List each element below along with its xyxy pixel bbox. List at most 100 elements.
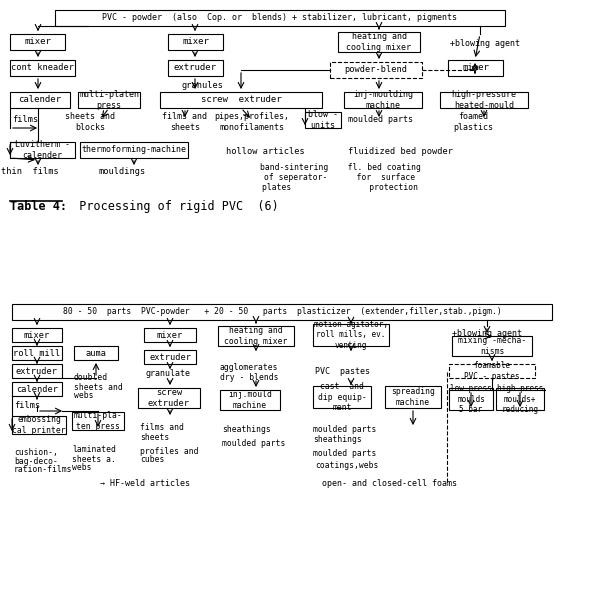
- FancyBboxPatch shape: [344, 92, 422, 108]
- Text: films: films: [14, 401, 40, 410]
- Text: hollow articles: hollow articles: [225, 148, 304, 156]
- Text: agglomerates: agglomerates: [220, 364, 278, 373]
- Text: cont kneader: cont kneader: [11, 63, 74, 72]
- Text: cubes: cubes: [140, 455, 164, 465]
- FancyBboxPatch shape: [12, 328, 62, 342]
- Text: screw  extruder: screw extruder: [201, 95, 282, 105]
- Text: powder-blend: powder-blend: [344, 66, 408, 75]
- Text: cast- and
dip equip-
ment: cast- and dip equip- ment: [318, 382, 367, 412]
- Text: extruder: extruder: [174, 63, 217, 72]
- Text: multi-platen
press: multi-platen press: [79, 91, 139, 109]
- Text: moulded parts: moulded parts: [222, 440, 285, 449]
- Text: films: films: [12, 116, 38, 125]
- FancyBboxPatch shape: [72, 412, 124, 430]
- FancyBboxPatch shape: [12, 346, 62, 360]
- Text: films and
sheets: films and sheets: [163, 112, 208, 132]
- Text: foamed
plastics: foamed plastics: [453, 112, 493, 132]
- Text: of seperator-      for  surface: of seperator- for surface: [264, 173, 416, 182]
- Text: blow -
units: blow - units: [308, 110, 338, 130]
- Text: sheets and: sheets and: [74, 382, 123, 392]
- FancyBboxPatch shape: [449, 388, 493, 410]
- Text: sheets a.: sheets a.: [72, 455, 116, 463]
- FancyBboxPatch shape: [440, 92, 528, 108]
- FancyBboxPatch shape: [220, 390, 280, 410]
- FancyBboxPatch shape: [12, 382, 62, 396]
- FancyBboxPatch shape: [448, 60, 503, 76]
- FancyBboxPatch shape: [313, 386, 371, 408]
- FancyBboxPatch shape: [452, 336, 532, 356]
- Text: sheathings: sheathings: [222, 426, 271, 435]
- Text: extruder: extruder: [149, 353, 191, 362]
- Text: mixer: mixer: [182, 38, 209, 46]
- FancyBboxPatch shape: [12, 304, 552, 320]
- Text: multi-pla-
ten press: multi-pla- ten press: [74, 411, 123, 430]
- Text: mouldings: mouldings: [99, 167, 145, 176]
- Text: ration-films: ration-films: [14, 466, 73, 474]
- Text: screw
extruder: screw extruder: [148, 389, 190, 408]
- Text: mixer: mixer: [24, 331, 50, 339]
- FancyBboxPatch shape: [78, 92, 140, 108]
- Text: +blowing agent: +blowing agent: [450, 40, 520, 49]
- Text: low press
moulds
5 bar: low press moulds 5 bar: [450, 384, 492, 414]
- FancyBboxPatch shape: [338, 32, 420, 52]
- FancyBboxPatch shape: [385, 386, 441, 408]
- Text: pipes,profiles,
monofilaments: pipes,profiles, monofilaments: [214, 112, 290, 132]
- Text: foamable
PVC - pastes: foamable PVC - pastes: [464, 361, 520, 381]
- FancyBboxPatch shape: [138, 388, 200, 408]
- Text: webs: webs: [74, 392, 94, 401]
- Text: films and: films and: [140, 424, 184, 432]
- FancyBboxPatch shape: [449, 364, 535, 378]
- FancyBboxPatch shape: [160, 92, 322, 108]
- Text: dry - blends: dry - blends: [220, 373, 278, 381]
- Text: +blowing agent: +blowing agent: [452, 330, 522, 339]
- Text: sheets and
blocks: sheets and blocks: [65, 112, 115, 132]
- Text: mixer: mixer: [157, 331, 183, 339]
- Text: calender: calender: [18, 95, 62, 105]
- FancyBboxPatch shape: [144, 328, 196, 342]
- Text: inj-moulding
machine: inj-moulding machine: [353, 91, 413, 109]
- Text: Luvitherm -
calender: Luvitherm - calender: [15, 140, 70, 160]
- FancyBboxPatch shape: [55, 10, 505, 26]
- Text: mixer: mixer: [462, 63, 489, 72]
- Text: open- and closed-cell foams: open- and closed-cell foams: [323, 480, 458, 488]
- Text: high-pressure
heated-mould: high-pressure heated-mould: [452, 91, 516, 109]
- Text: sheets: sheets: [140, 432, 169, 441]
- Text: plates                protection: plates protection: [262, 182, 418, 192]
- Text: thermoforming-machine: thermoforming-machine: [81, 145, 187, 154]
- Text: laminated: laminated: [72, 446, 116, 455]
- FancyBboxPatch shape: [10, 92, 70, 108]
- FancyBboxPatch shape: [313, 324, 389, 346]
- Text: webs: webs: [72, 463, 92, 472]
- Text: inj.mould
machine: inj.mould machine: [228, 390, 272, 410]
- Text: roll mill: roll mill: [14, 348, 60, 358]
- Text: bag-deco-: bag-deco-: [14, 457, 58, 466]
- Text: Processing of rigid PVC  (6): Processing of rigid PVC (6): [65, 200, 279, 213]
- Text: coatings,webs: coatings,webs: [315, 461, 378, 471]
- Text: band-sintering    fl. bed coating: band-sintering fl. bed coating: [259, 162, 421, 171]
- FancyBboxPatch shape: [10, 34, 65, 50]
- Text: fluidized bed powder: fluidized bed powder: [347, 148, 453, 156]
- Text: moulded parts: moulded parts: [313, 449, 376, 457]
- FancyBboxPatch shape: [12, 416, 66, 434]
- FancyBboxPatch shape: [168, 34, 223, 50]
- Text: sheathings: sheathings: [313, 435, 362, 443]
- Text: moulded parts: moulded parts: [313, 426, 376, 435]
- Text: 80 - 50  parts  PVC-powder   + 20 - 50   parts  plasticizer  (extender,filler,st: 80 - 50 parts PVC-powder + 20 - 50 parts…: [63, 308, 501, 317]
- Text: heating and
cooling mixer: heating and cooling mixer: [224, 326, 288, 346]
- FancyBboxPatch shape: [218, 326, 294, 346]
- Text: extruder: extruder: [16, 367, 58, 376]
- FancyBboxPatch shape: [74, 346, 118, 360]
- Text: embossing
cal printer: embossing cal printer: [12, 415, 66, 435]
- Text: cushion-,: cushion-,: [14, 447, 58, 457]
- Text: high press
moulds+
reducing: high press moulds+ reducing: [497, 384, 543, 414]
- FancyBboxPatch shape: [10, 60, 75, 76]
- Text: calender: calender: [16, 384, 58, 393]
- FancyBboxPatch shape: [80, 142, 188, 158]
- Text: Table 4:: Table 4:: [10, 200, 67, 213]
- Text: granules: granules: [182, 81, 224, 91]
- Text: profiles and: profiles and: [140, 446, 198, 455]
- Text: auma: auma: [86, 348, 107, 358]
- Text: moulded parts: moulded parts: [347, 116, 413, 125]
- FancyBboxPatch shape: [168, 60, 223, 76]
- Text: PVC - powder  (also  Cop. or  blends) + stabilizer, lubricant, pigments: PVC - powder (also Cop. or blends) + sta…: [102, 13, 458, 22]
